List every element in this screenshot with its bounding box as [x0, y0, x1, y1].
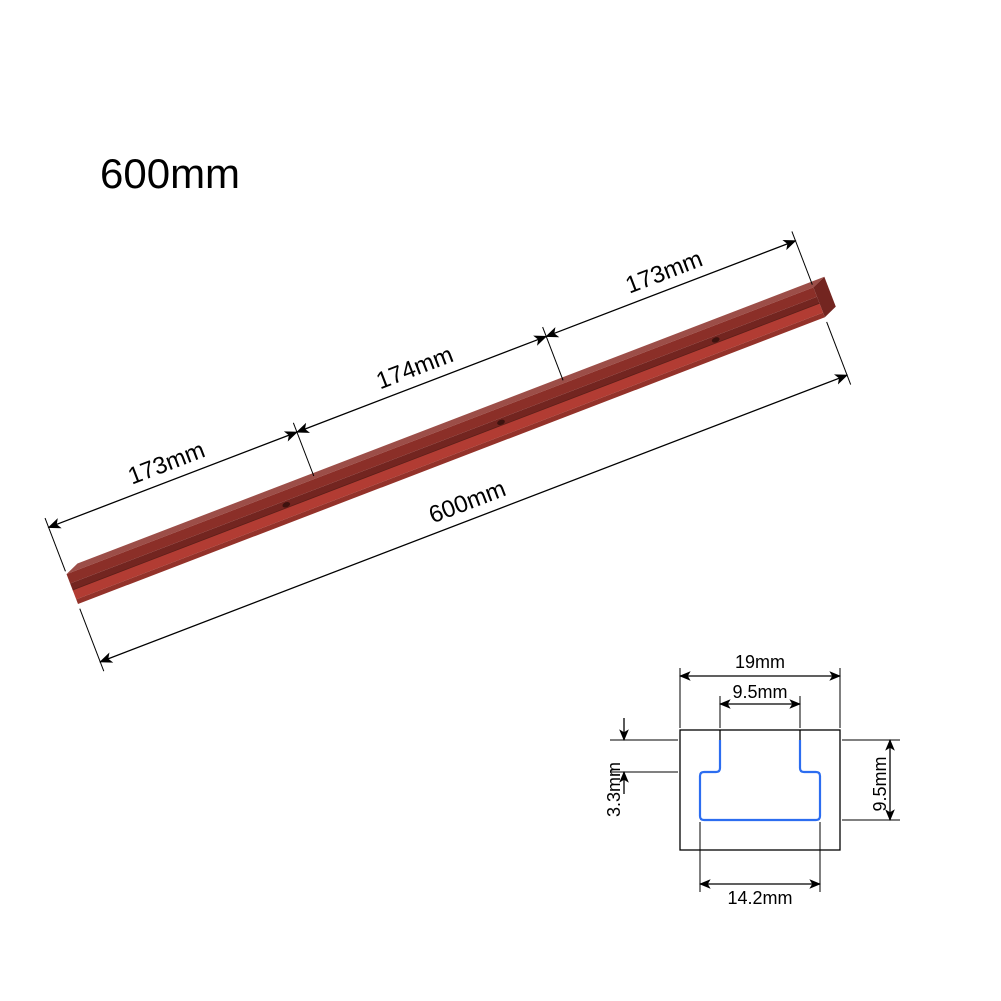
- slot-d-label: 3.3mm: [604, 762, 624, 817]
- chan-w-label: 14.2mm: [727, 888, 792, 908]
- profile-diagram: 19mm 9.5mm 14.2mm 3.3mm 9.5mm: [590, 640, 950, 940]
- height-label: 9.5mm: [870, 756, 890, 811]
- outer-w-label: 19mm: [735, 652, 785, 672]
- slot-w-label: 9.5mm: [732, 682, 787, 702]
